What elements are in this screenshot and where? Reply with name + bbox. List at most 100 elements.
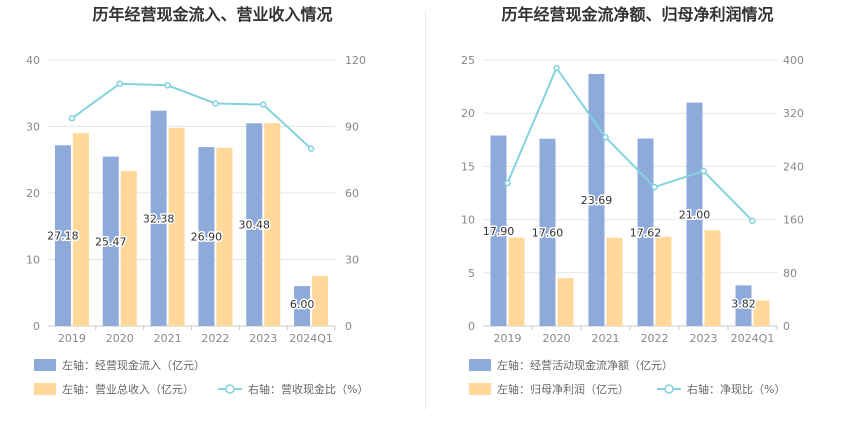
- legend-line-marker: [225, 384, 235, 394]
- right-axis-tick-label: 0: [345, 320, 352, 333]
- bar-primary: [588, 73, 605, 326]
- right-axis-tick-label: 160: [783, 214, 804, 227]
- right-axis-tick-label: 240: [783, 160, 804, 173]
- bar-secondary: [655, 236, 672, 326]
- bar-primary: [102, 156, 119, 326]
- chart-panel-cashflow-inflow: 历年经营现金流入、营业收入情况 0 0 10 30 20 60 30 90 40 120 2019 20…: [0, 0, 425, 437]
- legend-label: 左轴：归母净利润（亿元）: [497, 382, 629, 396]
- legend-line-marker: [664, 384, 674, 394]
- chart-panel-net-cashflow: 历年经营现金流净额、归母净利润情况 0 0 5 80 10 160 15 240 20 320 25 4…: [425, 0, 850, 437]
- bar-secondary: [704, 230, 721, 326]
- ratio-point: [307, 145, 315, 152]
- x-axis-category-label: 2020: [106, 332, 134, 345]
- legend-swatch: [34, 383, 56, 395]
- bar-secondary: [72, 133, 89, 326]
- legend-label: 左轴：经营现金流入（亿元）: [62, 358, 205, 372]
- bar-secondary: [216, 147, 233, 326]
- bar-secondary: [312, 276, 329, 326]
- bar-data-label: 27.18: [47, 230, 79, 243]
- ratio-point: [553, 64, 560, 72]
- legend-label: 右轴：净现比（%）: [687, 382, 785, 396]
- x-axis-category-label: 2022: [201, 332, 229, 345]
- x-axis-category-label: 2024Q1: [731, 332, 775, 345]
- ratio-point: [651, 183, 658, 191]
- right-axis-tick-label: 80: [783, 267, 797, 280]
- ratio-point: [164, 82, 171, 89]
- bar-primary: [735, 285, 752, 326]
- ratio-line: [506, 65, 754, 222]
- left-axis-tick-label: 25: [461, 54, 475, 67]
- left-axis-tick-label: 10: [26, 254, 40, 267]
- legend-swatch: [34, 359, 56, 371]
- bar-data-label: 17.90: [483, 225, 515, 238]
- bar-secondary: [508, 237, 525, 326]
- ratio-point: [602, 133, 609, 141]
- ratio-point: [260, 101, 267, 108]
- x-axis-category-label: 2021: [154, 332, 182, 345]
- bar-primary: [539, 138, 556, 326]
- right-axis-tick-label: 30: [345, 254, 359, 267]
- ratio-point: [749, 217, 756, 225]
- left-axis-tick-label: 5: [468, 267, 475, 280]
- bar-data-label: 21.00: [679, 208, 711, 221]
- left-axis-tick-label: 10: [461, 214, 475, 227]
- bar-secondary: [120, 171, 137, 326]
- bar-data-label: 23.69: [581, 194, 613, 207]
- x-axis-category-label: 2019: [494, 332, 522, 345]
- left-axis-tick-label: 20: [461, 107, 475, 120]
- bar-data-label: 32.38: [143, 212, 175, 225]
- right-axis-tick-label: 60: [345, 187, 359, 200]
- x-axis-category-label: 2023: [690, 332, 718, 345]
- ratio-point: [504, 179, 511, 187]
- bar-secondary: [168, 127, 185, 326]
- ratio-point: [212, 100, 219, 107]
- chart-title: 历年经营现金流净额、归母净利润情况: [501, 5, 773, 24]
- ratio-line: [71, 82, 312, 150]
- left-axis-tick-label: 0: [468, 320, 475, 333]
- bar-primary: [198, 147, 215, 326]
- bar-secondary: [606, 237, 623, 326]
- bar-secondary: [557, 278, 574, 326]
- bar-primary: [294, 286, 311, 326]
- bar-primary: [490, 135, 507, 326]
- panel-divider: [425, 10, 426, 410]
- bar-primary: [150, 110, 167, 326]
- right-axis-tick-label: 120: [345, 54, 366, 67]
- ratio-point: [116, 80, 123, 87]
- legend-swatch: [469, 359, 491, 371]
- bar-secondary: [264, 123, 281, 326]
- bar-secondary: [753, 300, 770, 326]
- legend-label: 左轴：营业总收入（亿元）: [62, 382, 194, 396]
- bar-primary: [637, 138, 654, 326]
- right-axis-tick-label: 0: [783, 320, 790, 333]
- bar-primary: [686, 102, 703, 326]
- left-axis-tick-label: 0: [33, 320, 40, 333]
- x-axis-category-label: 2019: [58, 332, 86, 345]
- net-cashflow-chart: 历年经营现金流净额、归母净利润情况 0 0 5 80 10 160 15 240 20 320 25 4…: [461, 5, 804, 396]
- bar-data-label: 17.62: [630, 226, 662, 239]
- x-axis-category-label: 2024Q1: [289, 332, 333, 345]
- chart-title: 历年经营现金流入、营业收入情况: [92, 5, 332, 24]
- left-axis-tick-label: 30: [26, 121, 40, 134]
- left-axis-tick-label: 20: [26, 187, 40, 200]
- x-axis-category-label: 2020: [543, 332, 571, 345]
- bar-data-label: 6.00: [290, 298, 315, 311]
- ratio-point: [68, 115, 76, 122]
- ratio-point: [700, 167, 707, 175]
- bar-data-label: 25.47: [95, 235, 127, 248]
- bar-data-label: 26.90: [191, 231, 223, 244]
- legend-swatch: [469, 383, 491, 395]
- x-axis-category-label: 2023: [249, 332, 277, 345]
- x-axis-category-label: 2021: [592, 332, 620, 345]
- legend-label: 右轴：营收现金比（%）: [248, 382, 368, 396]
- right-axis-tick-label: 320: [783, 107, 804, 120]
- bar-primary: [54, 145, 71, 326]
- bar-data-label: 30.48: [239, 219, 271, 232]
- right-axis-tick-label: 90: [345, 121, 359, 134]
- bar-data-label: 3.82: [731, 297, 756, 310]
- cashflow-inflow-chart: 历年经营现金流入、营业收入情况 0 0 10 30 20 60 30 90 40 120 2019 20…: [26, 5, 368, 396]
- right-axis-tick-label: 400: [783, 54, 804, 67]
- legend-label: 左轴：经营活动现金流净额（亿元）: [497, 358, 673, 372]
- x-axis-category-label: 2022: [641, 332, 669, 345]
